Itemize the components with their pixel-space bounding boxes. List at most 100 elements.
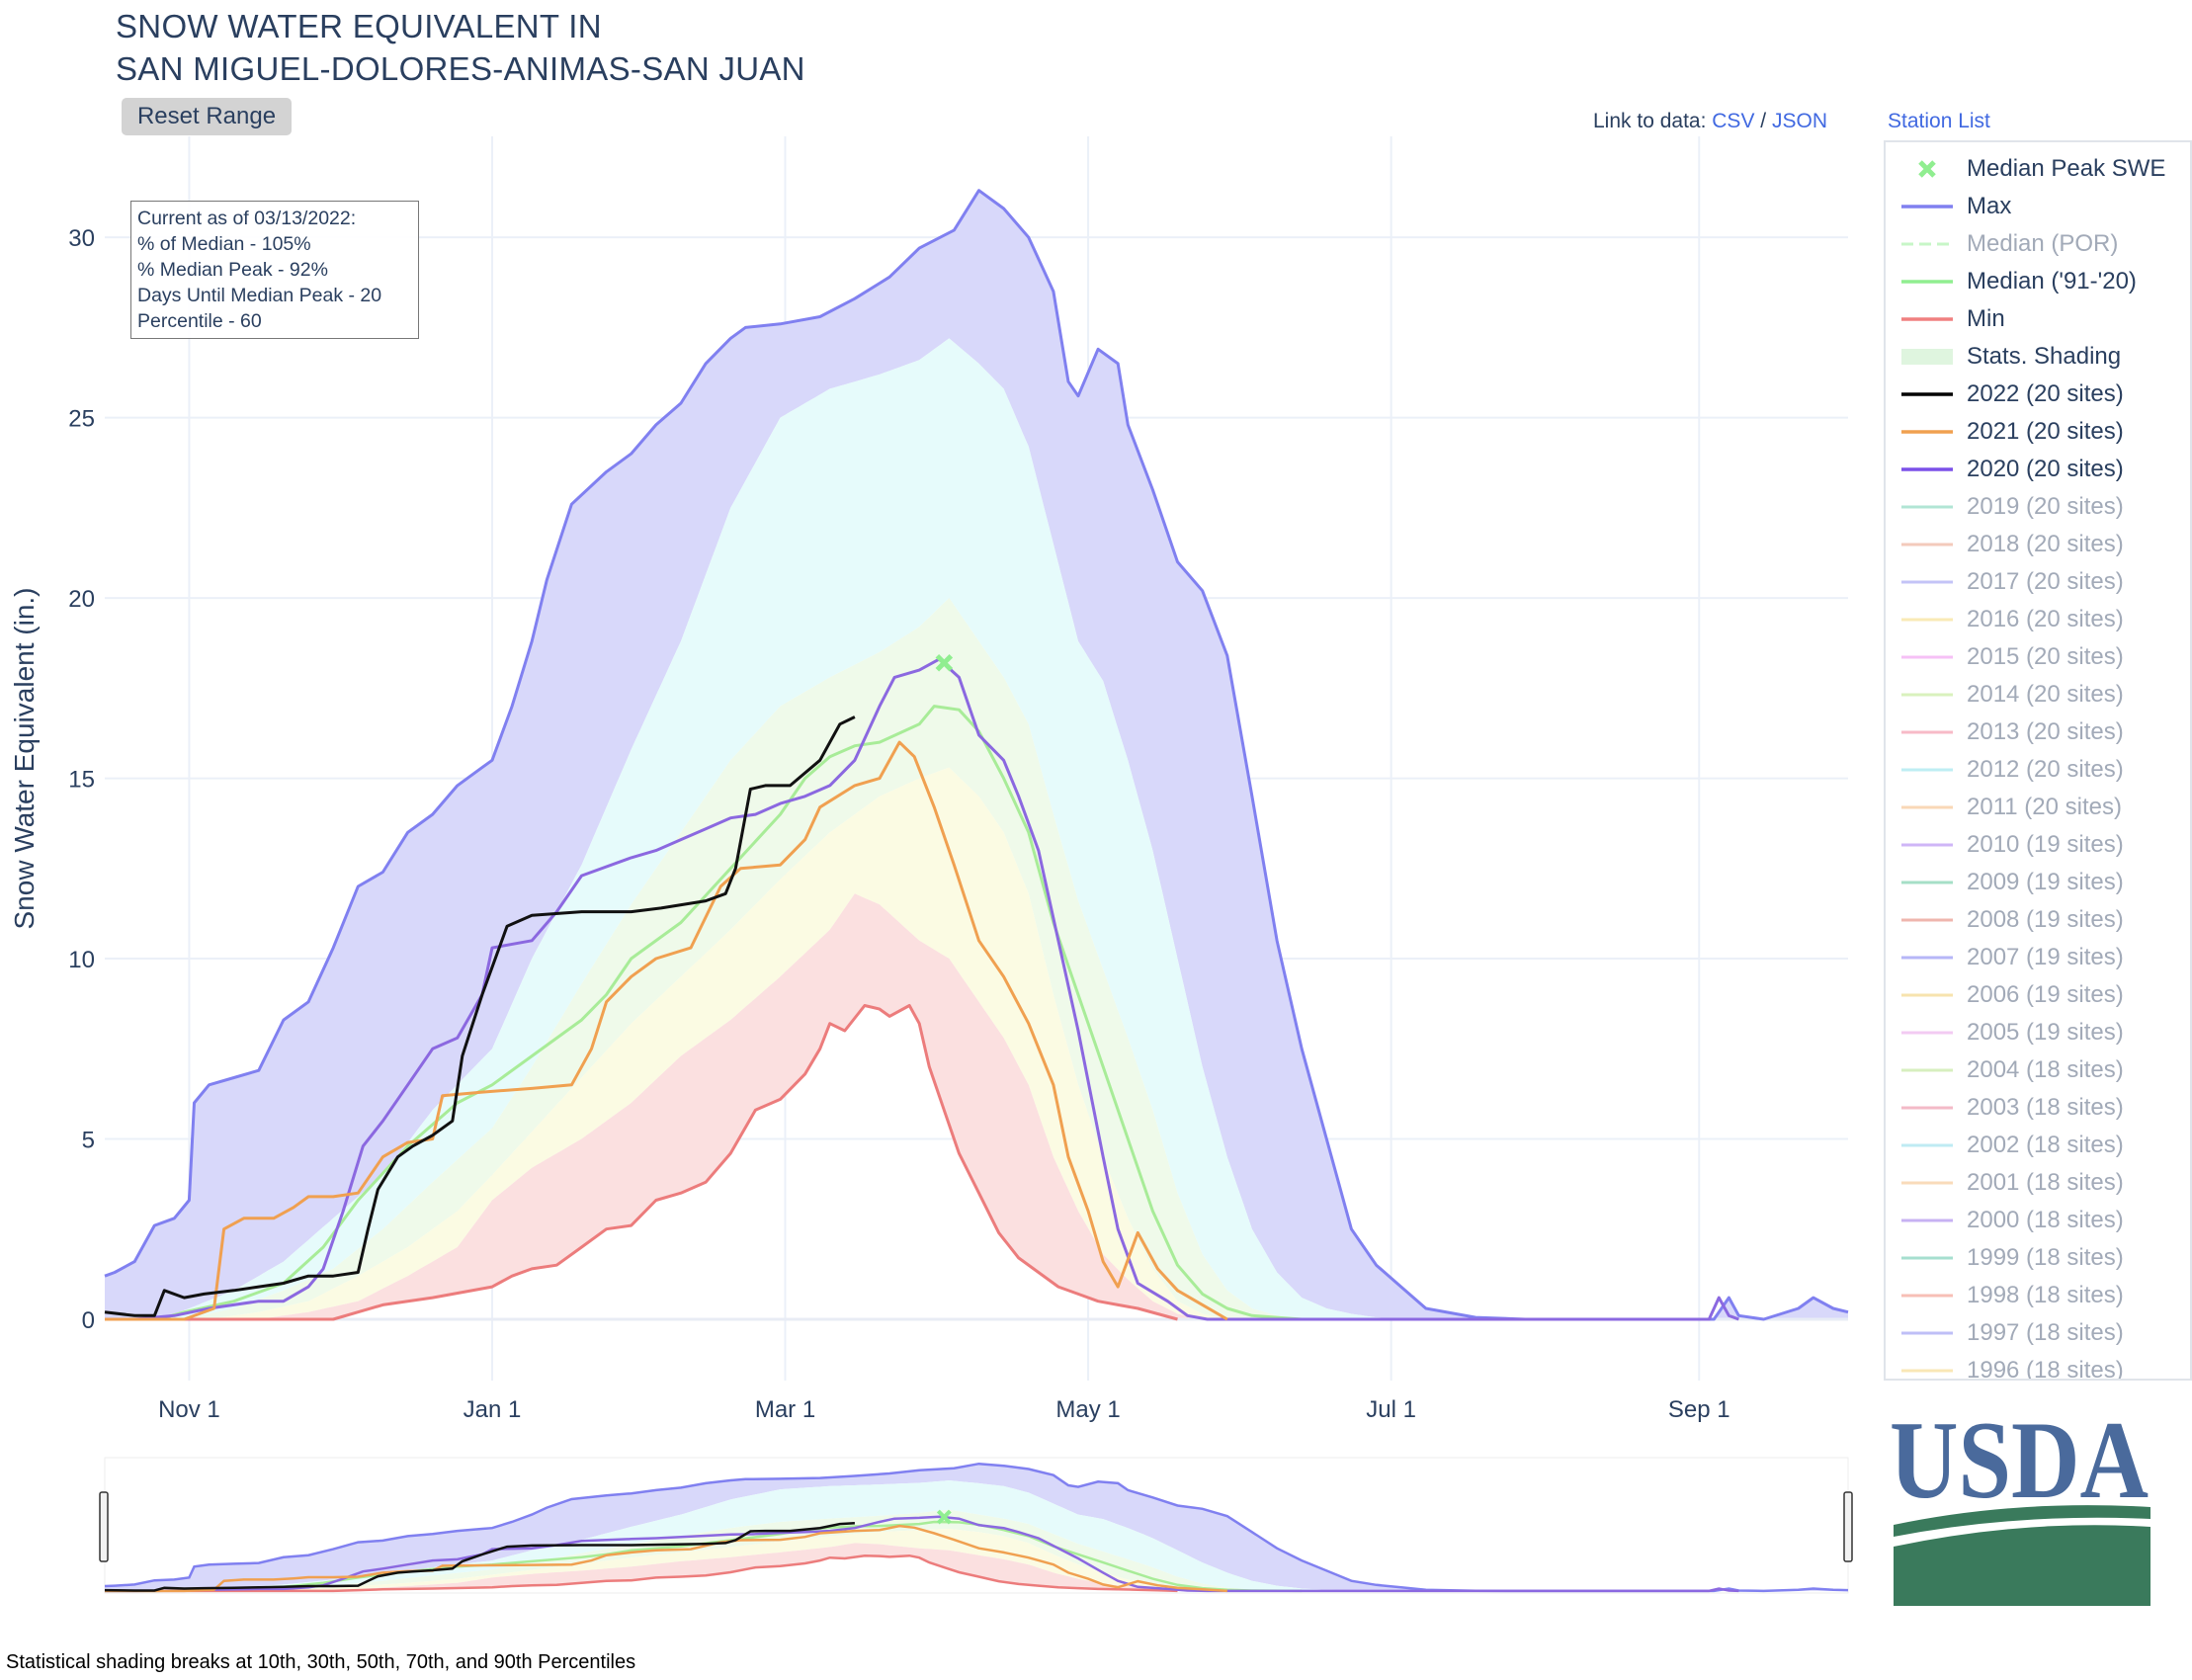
legend-item[interactable]: 2016 (20 sites) (1886, 601, 2190, 638)
legend-label: 2006 (19 sites) (1967, 981, 2124, 1008)
legend-label: 2021 (20 sites) (1967, 418, 2124, 445)
legend-symbol (1901, 280, 1953, 284)
max-line-mini (104, 1462, 1849, 1593)
legend-symbol (1901, 1256, 1953, 1260)
legend-item[interactable]: Min (1886, 300, 2190, 338)
status-box: Current as of 03/13/2022: % of Median - … (130, 201, 419, 339)
legend-symbol (1901, 843, 1953, 847)
legend-item[interactable]: 2000 (18 sites) (1886, 1202, 2190, 1239)
max-line (104, 189, 1849, 1321)
legend-item[interactable]: 2003 (18 sites) (1886, 1089, 2190, 1127)
legend-item[interactable]: 2021 (20 sites) (1886, 413, 2190, 451)
legend-item[interactable]: 1996 (18 sites) (1886, 1352, 2190, 1381)
legend-label: 2013 (20 sites) (1967, 718, 2124, 745)
legend-item[interactable]: 2019 (20 sites) (1886, 488, 2190, 526)
y-tick-label: 0 (82, 1307, 95, 1334)
legend-symbol (1901, 1106, 1953, 1110)
legend-item[interactable]: 2015 (20 sites) (1886, 638, 2190, 676)
json-link[interactable]: JSON (1771, 110, 1827, 132)
legend-label: 2022 (20 sites) (1967, 380, 2124, 407)
legend-item[interactable]: 2002 (18 sites) (1886, 1127, 2190, 1164)
legend-label: 2016 (20 sites) (1967, 606, 2124, 632)
legend-symbol (1901, 1068, 1953, 1072)
csv-link[interactable]: CSV (1712, 110, 1755, 132)
legend-label: 2004 (18 sites) (1967, 1056, 2124, 1083)
legend-symbol (1901, 1331, 1953, 1335)
x-tick-label: Sep 1 (1668, 1396, 1730, 1423)
legend-item[interactable]: 1997 (18 sites) (1886, 1314, 2190, 1352)
range-slider (99, 1457, 1853, 1594)
legend-item[interactable]: Max (1886, 188, 2190, 225)
legend-item[interactable]: 2007 (19 sites) (1886, 939, 2190, 976)
median-line (105, 705, 1303, 1321)
legend-label: 2015 (20 sites) (1967, 643, 2124, 670)
chart-title-line2: SAN MIGUEL-DOLORES-ANIMAS-SAN JUAN (116, 50, 805, 87)
reset-range-button[interactable]: Reset Range (122, 98, 292, 135)
legend-label: 2001 (18 sites) (1967, 1169, 2124, 1196)
y-axis-label: Snow Water Equivalent (in.) (9, 588, 40, 930)
chart-legend[interactable]: Median Peak SWE Max Median (POR) Median ('9… (1884, 140, 2192, 1381)
max-band (105, 190, 1848, 1320)
legend-symbol (1901, 1218, 1953, 1222)
p50-band-mini (105, 1529, 1848, 1591)
legend-item[interactable]: 2008 (19 sites) (1886, 901, 2190, 939)
legend-item[interactable]: 1999 (18 sites) (1886, 1239, 2190, 1277)
legend-symbol (1901, 317, 1953, 321)
legend-item[interactable]: 2009 (19 sites) (1886, 864, 2190, 901)
p90-band-mini (105, 1480, 1848, 1591)
legend-item[interactable]: 2018 (20 sites) (1886, 526, 2190, 563)
legend-symbol (1901, 580, 1953, 584)
legend-symbol (1901, 730, 1953, 734)
legend-item[interactable]: Median Peak SWE (1886, 150, 2190, 188)
y-tick-label: 25 (68, 406, 95, 433)
legend-symbol (1901, 655, 1953, 659)
y-tick-label: 30 (68, 225, 95, 252)
legend-symbol (1901, 543, 1953, 546)
legend-symbol (1901, 349, 1953, 365)
legend-symbol (1901, 1369, 1953, 1373)
legend-symbol (1901, 430, 1953, 434)
legend-item[interactable]: 2001 (18 sites) (1886, 1164, 2190, 1202)
status-pct-median-peak: % Median Peak - 92% (137, 259, 328, 281)
legend-item[interactable]: 2017 (20 sites) (1886, 563, 2190, 601)
legend-symbol (1901, 205, 1953, 209)
legend-item[interactable]: Median ('91-'20) (1886, 263, 2190, 300)
median-peak-marker-mini (936, 1509, 952, 1525)
legend-item[interactable]: 2014 (20 sites) (1886, 676, 2190, 714)
legend-item[interactable]: 2011 (20 sites) (1886, 789, 2190, 826)
legend-label: 1998 (18 sites) (1967, 1282, 2124, 1308)
legend-symbol (1901, 618, 1953, 622)
legend-label: Max (1967, 193, 2012, 219)
y-tick-label: 10 (68, 947, 95, 973)
legend-item[interactable]: Median (POR) (1886, 225, 2190, 263)
legend-item[interactable]: 2022 (20 sites) (1886, 376, 2190, 413)
legend-item[interactable]: 2005 (19 sites) (1886, 1014, 2190, 1051)
legend-item[interactable]: 2010 (19 sites) (1886, 826, 2190, 864)
legend-label: 1999 (18 sites) (1967, 1244, 2124, 1271)
x-tick-label: Jul 1 (1366, 1396, 1416, 1423)
legend-item[interactable]: 2012 (20 sites) (1886, 751, 2190, 789)
legend-symbol (1901, 242, 1953, 246)
legend-label: 2000 (18 sites) (1967, 1207, 2124, 1233)
range-handle-right[interactable] (1843, 1491, 1853, 1562)
legend-item[interactable]: 2004 (18 sites) (1886, 1051, 2190, 1089)
legend-label: 2009 (19 sites) (1967, 869, 2124, 895)
p90-band (105, 338, 1848, 1319)
legend-symbol (1901, 1143, 1953, 1147)
median-peak-marker (935, 654, 954, 672)
legend-label: 2005 (19 sites) (1967, 1019, 2124, 1046)
min-line-mini (105, 1554, 1178, 1593)
data-links: Link to data: CSV / JSON (1593, 110, 1827, 133)
legend-item[interactable]: Stats. Shading (1886, 338, 2190, 376)
legend-label: 1996 (18 sites) (1967, 1357, 2124, 1381)
legend-item[interactable]: 1998 (18 sites) (1886, 1277, 2190, 1314)
y-tick-label: 15 (68, 767, 95, 794)
legend-item[interactable]: 2006 (19 sites) (1886, 976, 2190, 1014)
legend-item[interactable]: 2013 (20 sites) (1886, 714, 2190, 751)
link-separator: / (1760, 110, 1767, 132)
legend-item[interactable]: 2020 (20 sites) (1886, 451, 2190, 488)
legend-label: 1997 (18 sites) (1967, 1319, 2124, 1346)
station-list-link[interactable]: Station List (1888, 110, 1990, 132)
range-handle-left[interactable] (99, 1491, 109, 1562)
